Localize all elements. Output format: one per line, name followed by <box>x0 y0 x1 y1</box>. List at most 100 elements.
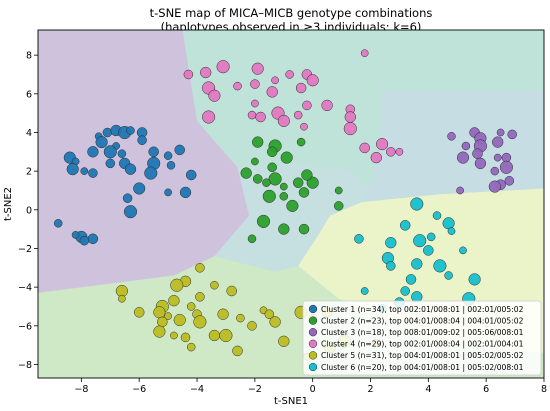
point-cluster-5 <box>170 331 178 340</box>
plot-frame <box>37 29 545 379</box>
point-cluster-2 <box>240 167 252 179</box>
point-cluster-5 <box>195 292 205 302</box>
y-tick-label: −8 <box>18 360 32 371</box>
point-cluster-5 <box>153 325 166 338</box>
scatter-points <box>53 49 517 361</box>
point-cluster-4 <box>295 82 307 94</box>
point-cluster-3 <box>501 152 512 163</box>
y-tick-label: −4 <box>18 283 32 294</box>
point-cluster-4 <box>266 86 278 98</box>
point-cluster-2 <box>262 189 276 203</box>
point-cluster-1 <box>133 182 146 195</box>
point-cluster-1 <box>122 193 133 203</box>
point-cluster-1 <box>185 169 197 181</box>
y-tick-label: 2 <box>26 167 32 178</box>
point-cluster-4 <box>216 60 230 74</box>
point-cluster-6 <box>432 211 442 220</box>
point-cluster-4 <box>202 110 216 124</box>
point-cluster-3 <box>456 151 470 164</box>
point-cluster-2 <box>286 199 299 212</box>
point-cluster-3 <box>496 128 505 137</box>
point-cluster-2 <box>279 182 288 191</box>
point-cluster-1 <box>79 235 90 246</box>
point-cluster-1 <box>148 146 159 158</box>
legend-entry: Cluster 2 (n=23), top 004:01/008:04 | 00… <box>321 316 524 325</box>
point-cluster-4 <box>251 99 259 108</box>
legend-marker <box>308 316 318 325</box>
legend-entry: Cluster 5 (n=31), top 004:01/008:01 | 00… <box>321 351 524 360</box>
point-cluster-5 <box>217 308 229 320</box>
point-cluster-6 <box>459 246 467 255</box>
point-cluster-3 <box>507 129 517 140</box>
point-cluster-6 <box>360 287 369 295</box>
point-cluster-1 <box>126 126 135 135</box>
point-cluster-1 <box>53 219 63 228</box>
point-cluster-3 <box>504 176 515 186</box>
y-axis: −8 −6 −4 −2 0 2 4 6 8 <box>18 51 38 371</box>
legend-entry: Cluster 4 (n=29), top 002:01/008:04 | 00… <box>321 340 524 349</box>
point-cluster-5 <box>264 309 275 319</box>
point-cluster-1 <box>87 146 99 158</box>
x-tick-label: 6 <box>483 384 489 395</box>
point-cluster-6 <box>447 227 456 235</box>
point-cluster-5 <box>180 332 191 343</box>
point-cluster-1 <box>144 166 158 180</box>
point-cluster-4 <box>321 99 333 112</box>
point-cluster-3 <box>488 180 501 193</box>
point-cluster-4 <box>359 142 370 154</box>
legend-box <box>302 300 542 376</box>
region-cluster-1 <box>38 30 250 293</box>
point-cluster-1 <box>102 127 113 138</box>
x-tick-label: 4 <box>425 384 431 395</box>
point-cluster-2 <box>298 223 310 235</box>
point-cluster-6 <box>468 273 481 286</box>
x-tick-label: 2 <box>367 384 373 395</box>
point-cluster-5 <box>164 312 172 320</box>
point-cluster-6 <box>433 259 447 273</box>
point-cluster-5 <box>236 313 245 323</box>
point-cluster-3 <box>461 141 471 151</box>
point-cluster-3 <box>490 166 500 176</box>
point-cluster-4 <box>255 111 266 123</box>
point-cluster-4 <box>395 147 404 156</box>
point-cluster-6 <box>411 291 423 303</box>
point-cluster-3 <box>499 160 513 174</box>
point-cluster-5 <box>247 321 257 331</box>
point-cluster-1 <box>166 161 176 170</box>
point-cluster-2 <box>301 169 313 181</box>
point-cluster-6 <box>410 197 424 211</box>
point-cluster-4 <box>271 76 279 85</box>
point-cluster-4 <box>250 79 260 89</box>
region-cluster-2 <box>214 163 371 272</box>
point-cluster-1 <box>123 205 138 219</box>
point-cluster-4 <box>376 138 389 151</box>
point-cluster-5 <box>133 307 145 318</box>
point-cluster-2 <box>279 192 289 201</box>
point-cluster-5 <box>269 316 281 328</box>
point-cluster-6 <box>423 245 434 256</box>
point-cluster-6 <box>354 234 364 244</box>
point-cluster-1 <box>163 151 173 160</box>
point-cluster-1 <box>174 144 185 156</box>
point-cluster-1 <box>66 163 79 176</box>
legend-marker <box>308 362 318 372</box>
legend: Cluster 1 (n=34), top 002:01/008:01 | 00… <box>302 300 542 376</box>
point-cluster-5 <box>186 342 196 352</box>
point-cluster-6 <box>444 271 453 280</box>
point-cluster-1 <box>117 149 127 158</box>
point-cluster-5 <box>118 294 126 303</box>
point-cluster-5 <box>195 263 205 273</box>
point-cluster-1 <box>95 136 108 149</box>
legend-marker <box>308 339 318 348</box>
legend-entry: Cluster 3 (n=18), top 008:01/009:02 | 00… <box>321 328 524 337</box>
point-cluster-4 <box>302 100 312 111</box>
point-cluster-4 <box>247 110 257 120</box>
point-cluster-6 <box>386 261 396 271</box>
point-cluster-5 <box>168 295 180 307</box>
legend-marker <box>308 351 318 360</box>
point-cluster-4 <box>360 49 369 58</box>
point-cluster-4 <box>183 69 194 80</box>
point-cluster-5 <box>186 302 196 311</box>
point-cluster-5 <box>173 313 186 327</box>
x-axis-label: t-SNE1 <box>274 396 308 407</box>
